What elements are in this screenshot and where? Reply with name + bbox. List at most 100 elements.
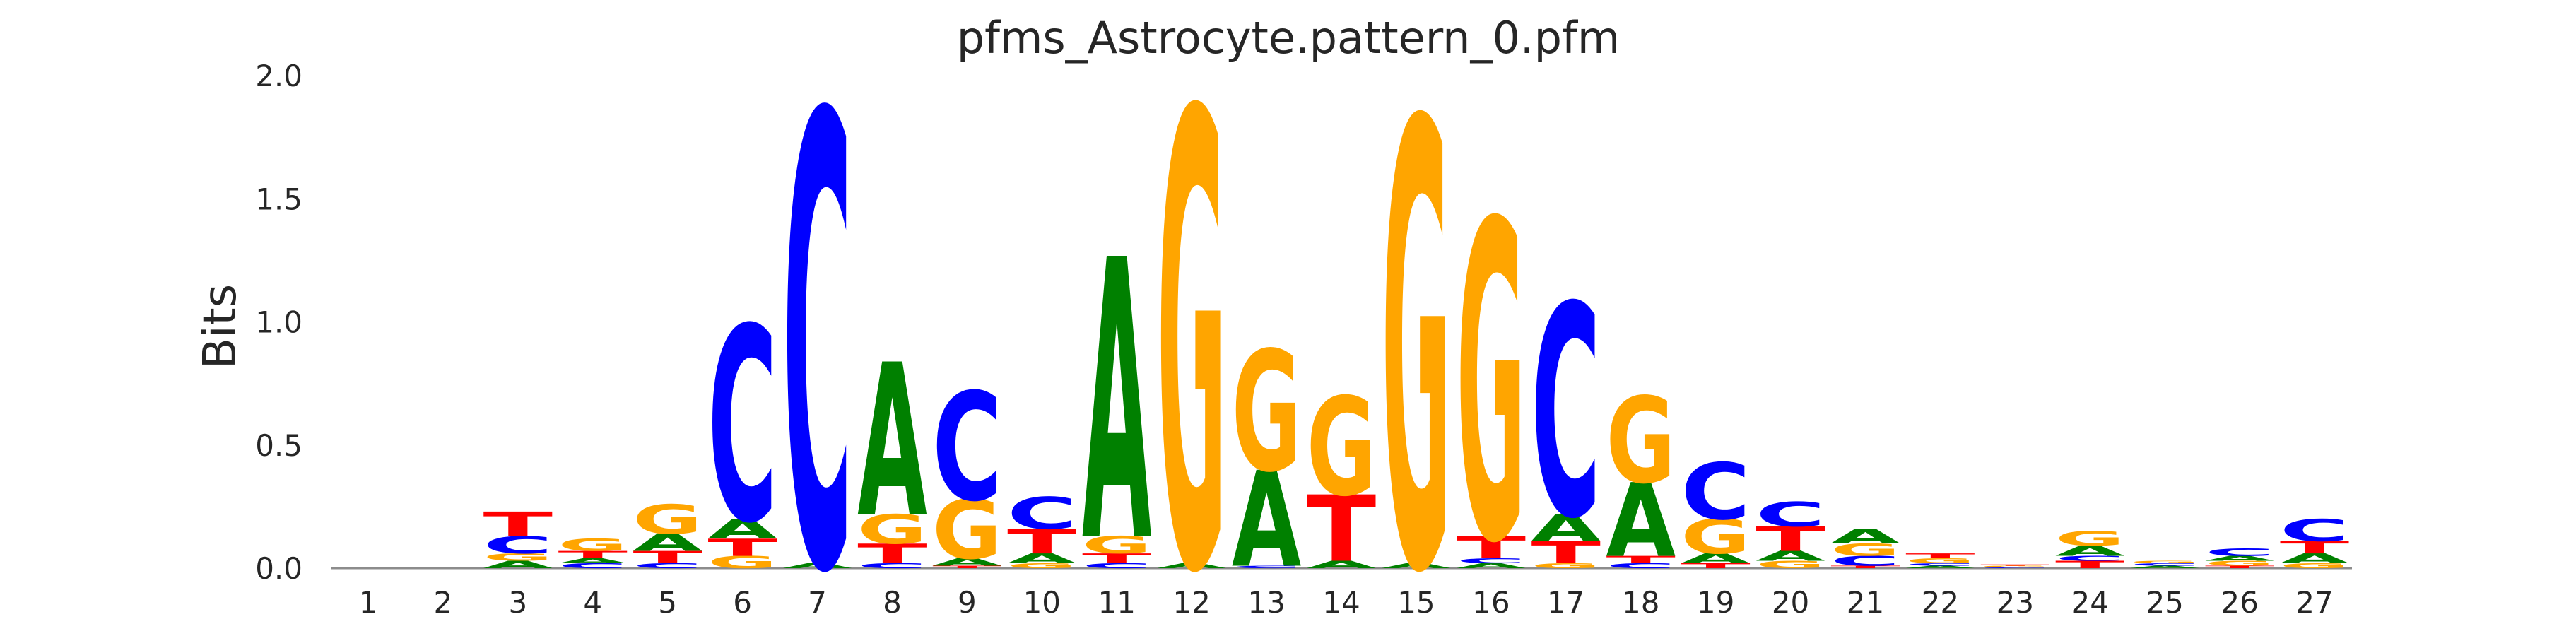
chart-title: pfms_Astrocyte.pattern_0.pfm [957, 12, 1620, 64]
x-tick-label: 8 [883, 585, 902, 620]
x-tick-label: 21 [1847, 585, 1884, 620]
logo-letter-A-pos-25: A [2130, 565, 2200, 570]
logo-letter-T-pos-6: T [707, 534, 777, 562]
logo-letter-A-pos-4: A [558, 557, 628, 565]
logo-letter-G-pos-19: G [1681, 510, 1751, 565]
x-tick-label: 26 [2221, 585, 2258, 620]
x-tick-label: 27 [2295, 585, 2333, 620]
x-tick-label: 24 [2071, 585, 2109, 620]
logo-letter-T-pos-22: T [1905, 552, 1975, 560]
logo-letter-A-pos-12: A [1157, 562, 1227, 570]
logo-letter-T-pos-4: T [558, 549, 628, 561]
x-tick-label: 3 [508, 585, 527, 620]
x-tick-label: 15 [1397, 585, 1435, 620]
logo-letter-C-pos-25: C [2130, 563, 2200, 567]
logo-letter-C-pos-19: C [1681, 447, 1750, 537]
logo-letter-A-pos-19: A [1681, 551, 1751, 567]
logo-letter-C-pos-23: C [1980, 567, 2049, 569]
y-tick-label: 2.0 [255, 59, 302, 93]
logo-letter-G-pos-24: G [2055, 527, 2125, 550]
logo-letter-C-pos-10: C [1007, 488, 1077, 539]
logo-letter-A-pos-10: A [1007, 551, 1077, 567]
x-tick-label: 7 [808, 585, 827, 620]
logo-letter-C-pos-9: C [932, 361, 1002, 534]
logo-letter-C-pos-4: C [558, 562, 628, 570]
logo-letter-A-pos-8: A [857, 320, 927, 563]
logo-letter-C-pos-27: C [2280, 513, 2349, 548]
x-tick-label: 4 [583, 585, 602, 620]
logo-letter-A-pos-20: A [1755, 548, 1825, 564]
logo-letter-G-pos-20: G [1755, 559, 1825, 571]
logo-letter-A-pos-11: A [1082, 180, 1152, 628]
logo-letter-G-pos-27: G [2280, 562, 2349, 570]
x-tick-label: 13 [1247, 585, 1285, 620]
x-tick-label: 23 [1996, 585, 2034, 620]
x-tick-label: 6 [733, 585, 752, 620]
logo-letter-G-pos-16: G [1457, 132, 1527, 636]
x-tick-label: 25 [2146, 585, 2183, 620]
x-tick-label: 2 [434, 585, 453, 620]
logo-letter-A-pos-24: A [2055, 543, 2125, 559]
x-tick-label: 16 [1472, 585, 1510, 620]
x-tick-label: 18 [1622, 585, 1659, 620]
x-tick-label: 19 [1697, 585, 1734, 620]
logo-letter-T-pos-11: T [1082, 550, 1151, 566]
y-tick-label: 1.0 [255, 305, 302, 340]
logo-letter-A-pos-27: A [2280, 551, 2350, 567]
logo-letter-G-pos-17: G [1531, 562, 1601, 570]
logo-letter-G-pos-14: G [1307, 369, 1377, 526]
logo-letter-A-pos-13: A [1232, 444, 1302, 597]
logo-letter-A-pos-3: A [483, 559, 553, 571]
logo-letter-C-pos-8: C [857, 562, 927, 570]
logo-letter-T-pos-17: T [1531, 536, 1601, 571]
x-tick-label: 20 [1772, 585, 1809, 620]
x-tick-label: 9 [958, 585, 977, 620]
logo-letter-C-pos-3: C [483, 531, 553, 559]
logo-letter-T-pos-5: T [633, 548, 702, 567]
logo-letter-T-pos-27: T [2280, 538, 2350, 558]
logo-letter-T-pos-26: T [2205, 565, 2275, 570]
logo-letter-C-pos-16: C [1457, 557, 1527, 565]
logo-letter-T-pos-8: T [857, 538, 927, 570]
logo-letter-G-pos-18: G [1606, 373, 1675, 510]
logo-letter-A-pos-21: A [1830, 524, 1900, 548]
logo-letter-T-pos-16: T [1457, 531, 1527, 566]
logo-letter-C-pos-18: C [1606, 562, 1676, 570]
logo-letter-C-pos-22: C [1905, 563, 1975, 567]
x-tick-label: 14 [1322, 585, 1360, 620]
logo-letter-A-pos-17: A [1531, 507, 1601, 550]
logo-letter-A-pos-14: A [1307, 559, 1376, 571]
logo-letter-C-pos-13: C [1232, 565, 1302, 570]
logo-letter-T-pos-18: T [1606, 554, 1676, 566]
logo-letter-C-pos-21: C [1830, 553, 1900, 569]
logo-letter-T-pos-23: T [1980, 564, 2050, 566]
logo-letter-C-pos-26: C [2205, 546, 2275, 558]
logo-letter-T-pos-21: T [1830, 565, 1900, 570]
logo-letter-T-pos-24: T [2055, 559, 2125, 571]
logo-letter-T-pos-19: T [1681, 562, 1751, 570]
logo-letter-A-pos-18: A [1606, 461, 1676, 579]
logo-letter-T-pos-3: T [483, 505, 553, 544]
logo-letter-G-pos-15: G [1382, 0, 1452, 636]
logo-letter-G-pos-26: G [2205, 560, 2274, 567]
logo-letter-G-pos-11: G [1082, 531, 1151, 559]
logo-letter-G-pos-21: G [1830, 541, 1900, 560]
logo-letter-G-pos-5: G [633, 497, 702, 543]
logo-letter-T-pos-9: T [932, 565, 1002, 570]
x-tick-label: 11 [1098, 585, 1135, 620]
logo-letter-A-pos-5: A [633, 529, 702, 557]
logo-letter-A-pos-9: A [932, 556, 1001, 568]
logo-letter-A-pos-6: A [707, 514, 777, 545]
logo-letter-G-pos-12: G [1157, 0, 1227, 636]
logo-letter-G-pos-8: G [857, 507, 927, 553]
logo-letter-A-pos-7: A [782, 562, 852, 570]
x-tick-label: 22 [1922, 585, 1959, 620]
y-axis-ticks: 0.0 0.5 1.0 1.5 2.0 [255, 59, 302, 586]
y-axis-label: Bits [194, 284, 247, 369]
logo-letter-A-pos-15: A [1382, 562, 1452, 570]
logo-letter-G-pos-22: G [1905, 557, 1975, 565]
x-tick-label: 1 [359, 585, 378, 620]
logo-letter-G-pos-25: G [2130, 560, 2199, 565]
x-tick-label: 17 [1547, 585, 1584, 620]
